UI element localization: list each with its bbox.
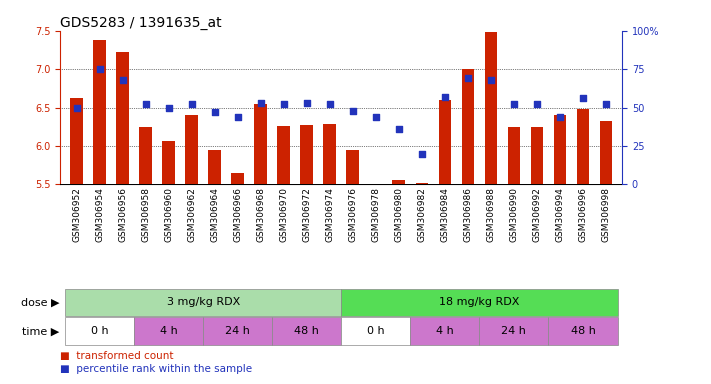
Bar [117, 52, 129, 184]
Text: 3 mg/kg RDX: 3 mg/kg RDX [166, 297, 240, 308]
Bar [65, 317, 134, 345]
Text: 24 h: 24 h [225, 326, 250, 336]
Text: 48 h: 48 h [294, 326, 319, 336]
Point [163, 104, 174, 111]
Point [301, 100, 312, 106]
Bar [341, 317, 410, 345]
Bar [208, 150, 221, 184]
Bar [70, 98, 83, 184]
Point [255, 100, 267, 106]
Bar [341, 289, 618, 316]
Point [555, 114, 566, 120]
Text: GSM306954: GSM306954 [95, 187, 104, 242]
Bar [415, 183, 428, 184]
Text: GSM306988: GSM306988 [486, 187, 496, 242]
Point [186, 101, 198, 108]
Bar [324, 124, 336, 184]
Point [439, 94, 451, 100]
Bar [508, 127, 520, 184]
Text: GSM306994: GSM306994 [555, 187, 565, 242]
Text: GSM306974: GSM306974 [325, 187, 334, 242]
Text: 18 mg/kg RDX: 18 mg/kg RDX [439, 297, 520, 308]
Text: GSM306996: GSM306996 [579, 187, 587, 242]
Point [117, 77, 128, 83]
Bar [554, 115, 566, 184]
Bar [277, 126, 290, 184]
Bar [410, 317, 479, 345]
Text: time ▶: time ▶ [22, 326, 59, 336]
Text: GSM306952: GSM306952 [72, 187, 81, 242]
Text: 0 h: 0 h [91, 326, 108, 336]
Bar [301, 125, 313, 184]
Point [462, 75, 474, 81]
Text: GSM306960: GSM306960 [164, 187, 173, 242]
Text: 48 h: 48 h [570, 326, 595, 336]
Text: GSM306998: GSM306998 [602, 187, 611, 242]
Bar [272, 317, 341, 345]
Text: GSM306968: GSM306968 [256, 187, 265, 242]
Text: GSM306992: GSM306992 [533, 187, 542, 242]
Text: GSM306986: GSM306986 [464, 187, 472, 242]
Text: 24 h: 24 h [501, 326, 526, 336]
Point [232, 114, 243, 120]
Point [577, 95, 589, 101]
Point [416, 151, 427, 157]
Text: GSM306958: GSM306958 [141, 187, 150, 242]
Point [531, 101, 542, 108]
Bar [139, 127, 152, 184]
Point [71, 104, 82, 111]
Point [600, 101, 611, 108]
Text: GSM306978: GSM306978 [371, 187, 380, 242]
Text: GSM306976: GSM306976 [348, 187, 358, 242]
Text: GSM306956: GSM306956 [118, 187, 127, 242]
Text: GSM306982: GSM306982 [417, 187, 427, 242]
Bar [479, 317, 548, 345]
Bar [530, 127, 543, 184]
Point [209, 109, 220, 115]
Text: 0 h: 0 h [367, 326, 385, 336]
Text: GSM306962: GSM306962 [187, 187, 196, 242]
Bar [392, 180, 405, 184]
Text: GSM306990: GSM306990 [509, 187, 518, 242]
Bar [162, 141, 175, 184]
Point [393, 126, 405, 132]
Bar [186, 115, 198, 184]
Point [94, 66, 105, 72]
Text: ■  transformed count: ■ transformed count [60, 351, 174, 361]
Point [347, 108, 358, 114]
Bar [203, 317, 272, 345]
Point [370, 114, 382, 120]
Text: GSM306972: GSM306972 [302, 187, 311, 242]
Text: ■  percentile rank within the sample: ■ percentile rank within the sample [60, 364, 252, 374]
Text: 4 h: 4 h [160, 326, 178, 336]
Point [278, 101, 289, 108]
Text: GDS5283 / 1391635_at: GDS5283 / 1391635_at [60, 16, 222, 30]
Text: GSM306964: GSM306964 [210, 187, 219, 242]
Bar [548, 317, 618, 345]
Text: dose ▶: dose ▶ [21, 297, 59, 308]
Bar [134, 317, 203, 345]
Bar [255, 104, 267, 184]
Text: GSM306980: GSM306980 [395, 187, 403, 242]
Bar [577, 109, 589, 184]
Bar [93, 40, 106, 184]
Point [485, 77, 496, 83]
Text: GSM306984: GSM306984 [440, 187, 449, 242]
Bar [346, 150, 359, 184]
Text: 4 h: 4 h [436, 326, 454, 336]
Bar [231, 173, 244, 184]
Bar [439, 100, 451, 184]
Text: GSM306970: GSM306970 [279, 187, 288, 242]
Bar [599, 121, 612, 184]
Text: GSM306966: GSM306966 [233, 187, 242, 242]
Point [508, 101, 520, 108]
Point [324, 101, 336, 108]
Bar [65, 289, 341, 316]
Bar [461, 69, 474, 184]
Bar [485, 32, 497, 184]
Point [140, 101, 151, 108]
